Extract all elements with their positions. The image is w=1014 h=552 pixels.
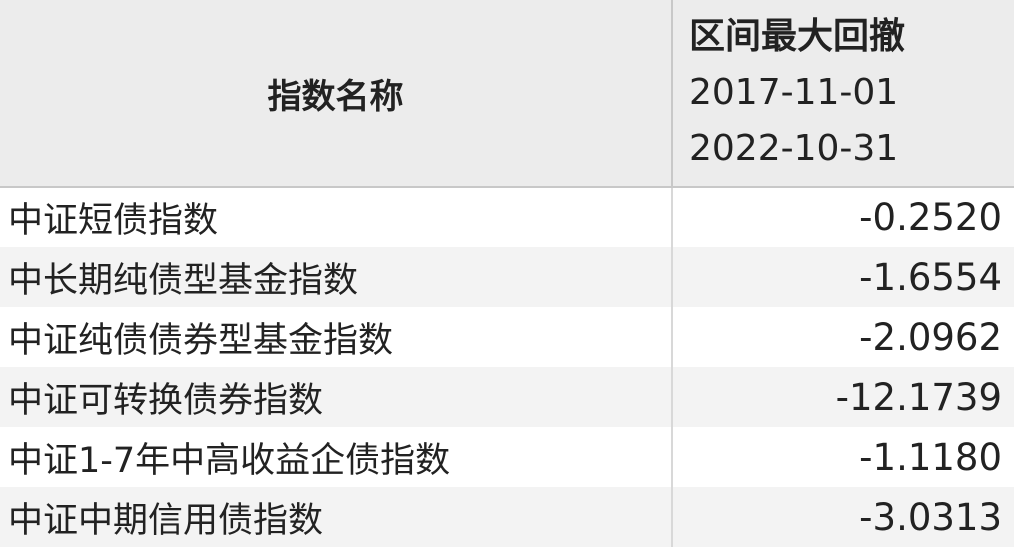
drawdown-value-cell: -0.2520 bbox=[859, 196, 1002, 239]
drawdown-value-cell: -3.0313 bbox=[672, 487, 1014, 547]
table-row: 中证中期信用债指数 -3.0313 bbox=[0, 487, 1014, 547]
index-name-cell: 中证中期信用债指数 bbox=[0, 487, 673, 547]
table-row: 中长期纯债型基金指数 -1.6554 bbox=[0, 247, 1014, 307]
index-name-cell: 中证短债指数 bbox=[0, 187, 673, 247]
header-row: 指数名称 区间最大回撤 2017-11-01 2022-10-31 bbox=[0, 0, 1014, 188]
table-row: 中证可转换债券指数 -12.1739 bbox=[0, 367, 1014, 427]
drawdown-value-cell: -1.6554 bbox=[672, 247, 1014, 307]
table-row: 中证短债指数 -0.2520 bbox=[0, 187, 1014, 247]
header-index-name: 指数名称 bbox=[0, 0, 673, 188]
index-name-cell: 中长期纯债型基金指数 bbox=[0, 247, 673, 307]
index-name-cell: 中证1-7年中高收益企债指数 bbox=[0, 427, 673, 487]
table-row: 中证纯债债券型基金指数 -2.0962 bbox=[0, 307, 1014, 367]
drawdown-value-cell: -12.1739 bbox=[672, 367, 1014, 427]
drawdown-value-cell: -2.0962 bbox=[859, 315, 1002, 359]
index-name-cell: 中证可转换债券指数 bbox=[0, 367, 673, 427]
header-max-drawdown: 区间最大回撤 2017-11-01 2022-10-31 bbox=[672, 0, 1014, 188]
drawdown-value-cell: -1.1180 bbox=[859, 435, 1002, 479]
table-row: 中证1-7年中高收益企债指数 -1.1180 bbox=[0, 427, 1014, 487]
header-end-date: 2022-10-31 bbox=[689, 128, 899, 169]
header-start-date: 2017-11-01 bbox=[689, 72, 899, 113]
index-name-cell: 中证纯债债券型基金指数 bbox=[0, 307, 673, 367]
header-drawdown-title: 区间最大回撤 bbox=[689, 16, 906, 57]
